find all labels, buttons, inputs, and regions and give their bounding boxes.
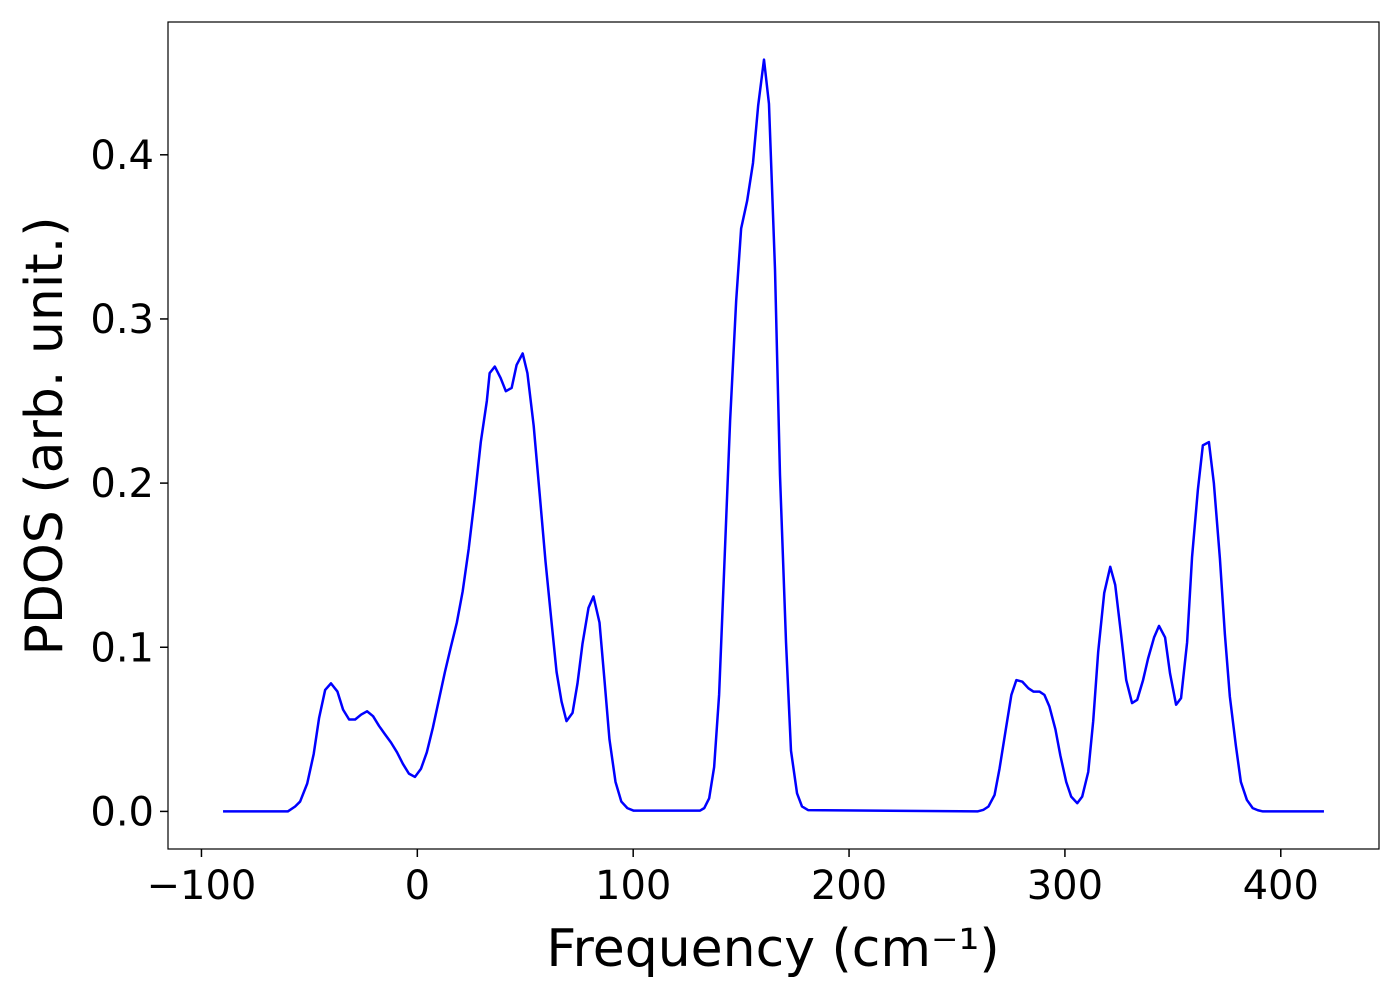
x-tick-label: 0	[405, 863, 430, 909]
x-tick-label: 300	[1027, 863, 1103, 909]
y-tick-label: 0.2	[90, 461, 154, 507]
x-tick-label: 400	[1243, 863, 1319, 909]
y-tick-label: 0.0	[90, 789, 154, 835]
x-tick-label: 100	[595, 863, 671, 909]
y-tick-label: 0.4	[90, 133, 154, 179]
y-tick-label: 0.1	[90, 625, 154, 671]
x-axis-label: Frequency (cm⁻¹)	[546, 919, 999, 979]
plot-frame	[167, 21, 1380, 850]
data-line	[223, 58, 1324, 813]
y-tick-label: 0.3	[90, 297, 154, 343]
y-axis-label: PDOS (arb. unit.)	[15, 216, 75, 655]
x-tick-label: 200	[811, 863, 887, 909]
x-tick-label: −100	[147, 863, 257, 909]
